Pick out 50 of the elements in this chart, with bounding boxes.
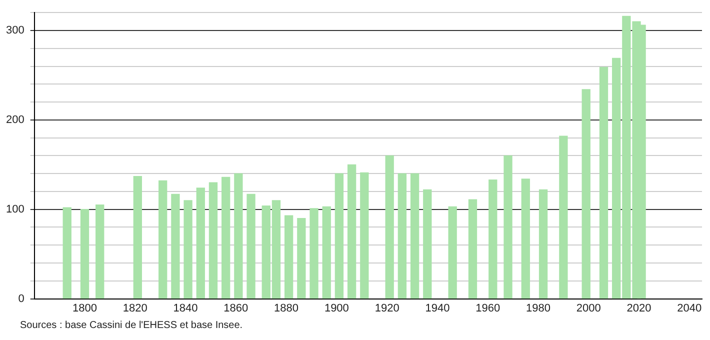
source-note: Sources : base Cassini de l'EHESS et base Insee. [20,320,243,331]
bar [521,178,530,299]
bar [334,173,344,299]
bar [360,172,369,299]
bar [133,176,142,299]
y-tick-label: 300 [6,24,24,37]
x-tick-label: 1860 [224,302,248,314]
bar [582,89,590,299]
bar [158,180,168,299]
bar [398,173,407,299]
bar [599,66,608,299]
bar [96,204,104,299]
bar [504,155,512,299]
x-tick-label: 2040 [677,302,702,314]
bar [448,206,457,299]
bar [196,188,205,299]
bar [468,199,478,299]
bar [222,176,230,299]
bar [184,200,192,299]
bar [322,206,331,299]
x-tick-label: 2000 [576,302,601,314]
x-tick-label: 1920 [374,302,400,314]
bar [559,136,568,299]
bar [423,189,432,299]
x-tick-label: 1900 [324,302,349,314]
bar [208,182,218,299]
bar [310,208,318,299]
bar [284,215,294,299]
x-tick-label: 1800 [72,302,97,314]
bar [488,180,498,299]
bar [347,164,356,299]
bar [385,155,394,299]
x-tick-label: 1820 [122,302,148,314]
x-tick-label: 1840 [173,302,198,314]
bar [234,173,243,299]
bar [80,209,90,299]
bar [297,218,306,299]
bar [62,207,72,299]
y-tick-label: 0 [18,292,24,305]
x-tick-label: 1980 [526,302,550,314]
x-tick-label: 2020 [626,302,652,314]
x-tick-label: 1880 [274,302,299,314]
bar [171,194,180,299]
bar [246,194,256,299]
y-tick-label: 200 [6,114,24,126]
y-tick-label: 100 [6,203,24,216]
bar [410,173,420,299]
x-tick-label: 1960 [476,302,500,314]
x-tick-label: 1940 [425,302,450,314]
bar [538,189,548,299]
